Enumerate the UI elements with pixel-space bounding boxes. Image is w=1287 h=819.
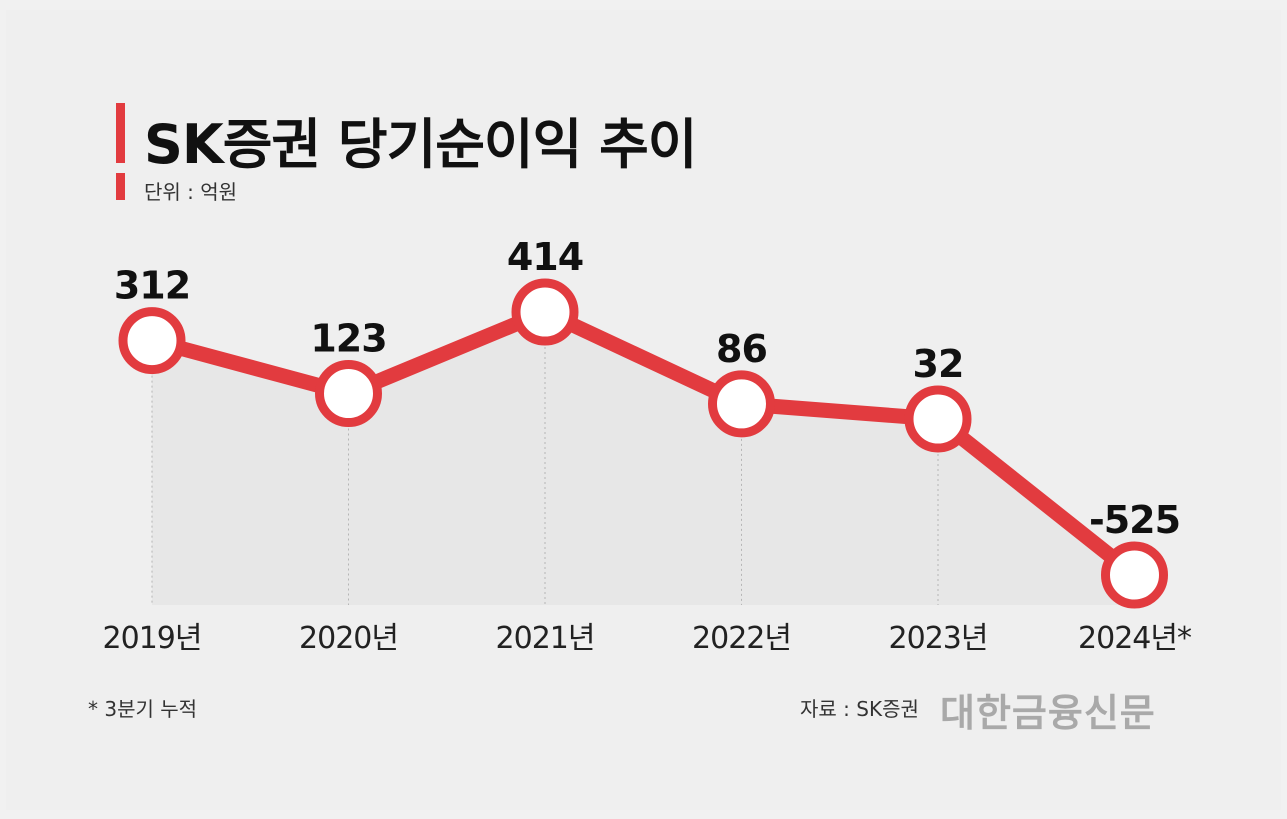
- publisher-logo: 대한금융신문: [940, 691, 1156, 735]
- chart-unit-label: 단위 : 억원: [144, 180, 238, 204]
- value-label-2021년: 414: [507, 235, 583, 279]
- footnote: * 3분기 누적: [88, 697, 198, 721]
- x-tick-label-2021년: 2021년: [496, 621, 595, 656]
- value-label-2019년: 312: [114, 264, 190, 308]
- data-point-2024년*: [1101, 541, 1168, 609]
- unit-accent-bar: [116, 173, 125, 200]
- value-label-2023년: 32: [913, 342, 964, 386]
- x-tick-label-2020년: 2020년: [299, 621, 398, 656]
- data-point-2021년: [511, 278, 579, 346]
- series-line: [144, 304, 1142, 583]
- data-point-2023년: [904, 385, 972, 453]
- x-tick-label-2019년: 2019년: [103, 621, 202, 656]
- area-fill: [152, 312, 1135, 605]
- x-tick-label-2023년: 2023년: [889, 621, 988, 656]
- title-accent-bar: [116, 103, 125, 163]
- data-point-2019년: [118, 307, 186, 375]
- x-tick-label-2024년*: 2024년*: [1078, 621, 1192, 656]
- value-label-2022년: 86: [716, 327, 767, 371]
- value-label-2020년: 123: [310, 317, 386, 361]
- x-tick-label-2022년: 2022년: [692, 621, 791, 656]
- data-point-2022년: [708, 370, 775, 438]
- value-label-2024년*: -525: [1089, 498, 1180, 542]
- data-point-2020년: [315, 360, 382, 428]
- source-note: 자료 : SK증권: [800, 697, 919, 721]
- chart-title: SK증권 당기순이익 추이: [144, 113, 697, 176]
